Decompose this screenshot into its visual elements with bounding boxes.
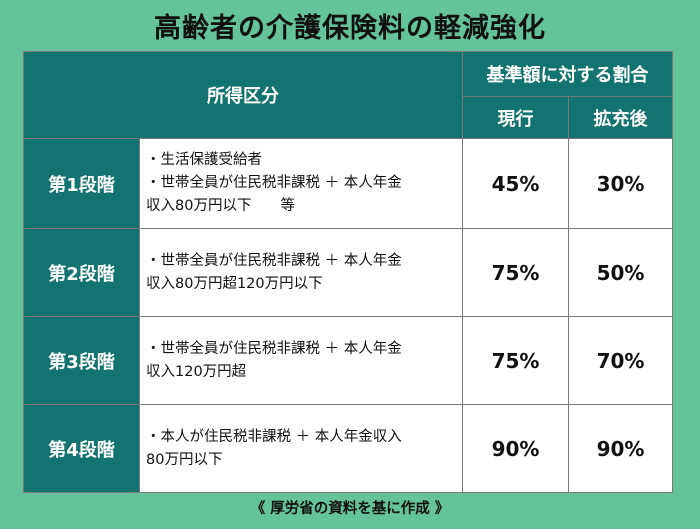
page-title: 高齢者の介護保険料の軽減強化 [154,13,546,44]
condition-line: ・生活保護受給者 [146,152,262,168]
condition-line: 収入80万円超120万円以下 [146,275,323,292]
condition-line: ・本人が住民税非課税 ＋ 本人年金収入 [146,428,402,445]
current-ratio: 75% [462,228,569,317]
stage-label: 第4段階 [23,404,140,493]
stage-label: 第3段階 [23,316,140,405]
income-condition: ・本人が住民税非課税 ＋ 本人年金収入 80万円以下 [139,404,463,493]
expanded-ratio: 70% [568,316,673,405]
condition-line: 80万円以下 [146,451,223,468]
income-condition: ・生活保護受給者 ・世帯全員が住民税非課税 ＋ 本人年金 収入80万円以下 等 [139,138,463,229]
current-ratio: 90% [462,404,569,493]
table-row: 第1段階 ・生活保護受給者 ・世帯全員が住民税非課税 ＋ 本人年金 収入80万円… [23,138,673,229]
table-row: 第2段階 ・世帯全員が住民税非課税 ＋ 本人年金 収入80万円超120万円以下 … [23,228,673,317]
condition-line: ・世帯全員が住民税非課税 ＋ 本人年金 [146,252,402,269]
expanded-ratio: 50% [568,228,673,317]
source-note: 《 厚労省の資料を基に作成 》 [250,501,450,517]
current-ratio: 45% [462,138,569,229]
condition-line: ・世帯全員が住民税非課税 ＋ 本人年金 [146,340,402,357]
premium-reduction-table: 所得区分 基準額に対する割合 現行 拡充後 第1段階 ・生活保護受給者 ・世帯全… [23,51,673,493]
header-expanded: 拡充後 [568,96,673,139]
table-row: 第4段階 ・本人が住民税非課税 ＋ 本人年金収入 80万円以下 90% 90% [23,404,673,493]
header-ratio-group: 基準額に対する割合 [462,51,673,97]
condition-line: ・世帯全員が住民税非課税 ＋ 本人年金 [146,175,402,191]
condition-line: 収入80万円以下 等 [146,198,295,214]
condition-line: 収入120万円超 [146,363,247,380]
table-row: 第3段階 ・世帯全員が住民税非課税 ＋ 本人年金 収入120万円超 75% 70… [23,316,673,405]
income-condition: ・世帯全員が住民税非課税 ＋ 本人年金 収入120万円超 [139,316,463,405]
income-condition: ・世帯全員が住民税非課税 ＋ 本人年金 収入80万円超120万円以下 [139,228,463,317]
expanded-ratio: 30% [568,138,673,229]
stage-label: 第2段階 [23,228,140,317]
current-ratio: 75% [462,316,569,405]
header-current: 現行 [462,96,569,139]
header-income-category: 所得区分 [23,51,463,139]
expanded-ratio: 90% [568,404,673,493]
stage-label: 第1段階 [23,138,140,229]
